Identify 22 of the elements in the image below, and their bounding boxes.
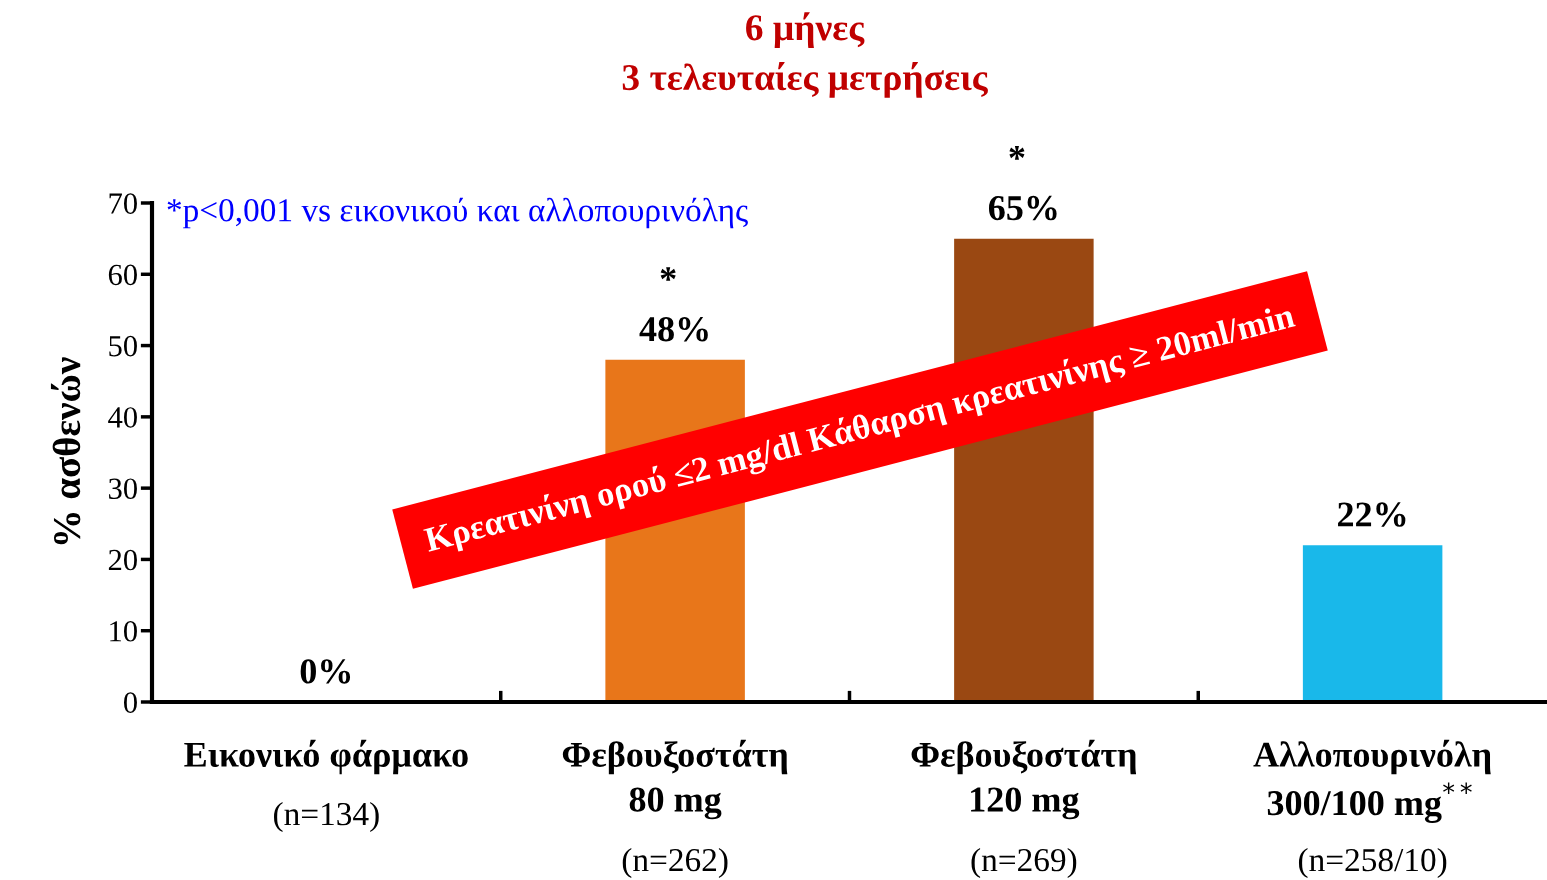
x-tick-label: Φεβουξοστάτη 80 mg (n=262) bbox=[562, 739, 788, 879]
chart-title: 6 μήνες 3 τελευταίες μετρήσεις bbox=[622, 12, 988, 98]
y-tick-label: 20 bbox=[108, 549, 137, 571]
annotation: * bbox=[660, 267, 676, 281]
y-tick-label: 70 bbox=[109, 193, 137, 214]
data-label: 48% bbox=[639, 317, 708, 342]
annotation: *p<0,001 vs εικονικού και αλλοπουρινόλης bbox=[167, 197, 748, 229]
y-tick-label: 50 bbox=[109, 335, 137, 357]
data-label: 0% bbox=[300, 659, 351, 684]
data-label: 22% bbox=[1338, 502, 1406, 527]
y-tick-label: 10 bbox=[110, 621, 137, 642]
x-tick-label: Εικονικό φάρμακο (n=134) bbox=[184, 739, 468, 833]
category-label: Αλλοπουρινόλη 300/100 mg$^{**}$ (n=258/10) bbox=[1253, 739, 1491, 879]
y-tick-label: 0 bbox=[124, 692, 137, 713]
data-label: 65% bbox=[989, 195, 1057, 221]
bar bbox=[1302, 545, 1443, 702]
x-tick-label: Φεβουξοστάτη 120 mg (n=269) bbox=[911, 739, 1137, 879]
annotation: * bbox=[1009, 146, 1025, 160]
y-tick-label: 60 bbox=[108, 264, 137, 286]
y-axis-title: % ασθενών bbox=[50, 357, 81, 545]
y-tick-label: 30 bbox=[109, 478, 137, 500]
y-tick-label: 40 bbox=[108, 407, 137, 428]
